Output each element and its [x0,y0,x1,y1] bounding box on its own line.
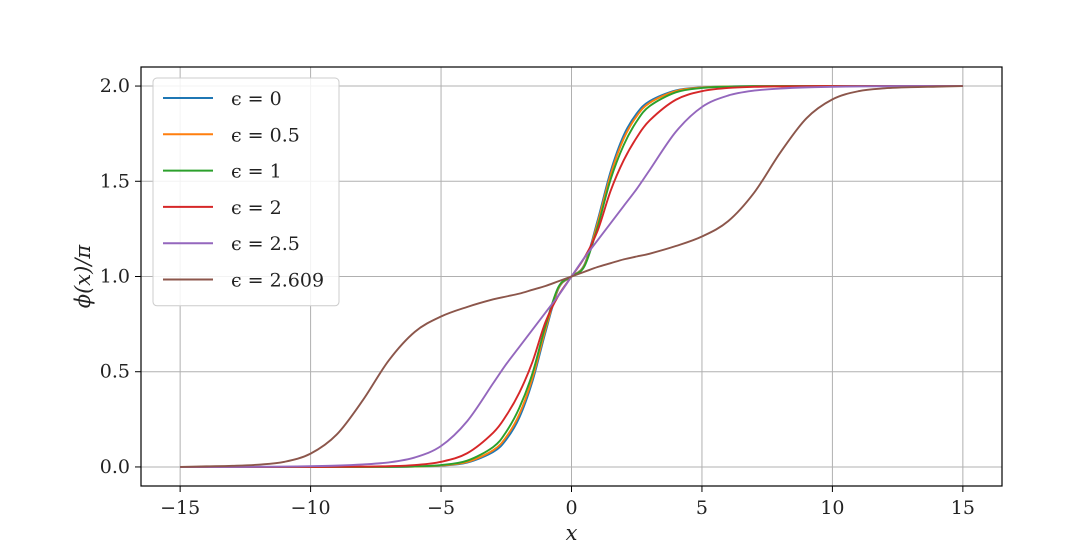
axis-ticks: −15 −10 −5 0 5 10 15 0.0 0.5 1.0 1.5 2.0 [100,75,975,519]
y-tick-label: 0.5 [100,361,130,383]
legend-label: ϵ = 2.609 [231,270,324,292]
series-line-5 [180,85,963,468]
y-tick-label: 2.0 [100,75,130,97]
y-tick-label: 1.5 [100,170,130,192]
y-tick-label: 1.0 [100,266,130,288]
x-tick-label: 10 [820,497,844,519]
legend-label: ϵ = 2 [231,197,282,219]
y-axis-label: ϕ(x)/π [71,244,95,309]
x-tick-label: −15 [160,497,200,519]
x-tick-label: 5 [696,497,708,519]
x-tick-label: 15 [951,497,975,519]
legend-label: ϵ = 1 [231,161,282,183]
x-tick-label: −10 [291,497,331,519]
legend: ϵ = 0 ϵ = 0.5 ϵ = 1 ϵ = 2 ϵ = 2.5 ϵ = 2.609 [152,77,340,307]
x-tick-label: 0 [565,497,577,519]
legend-label: ϵ = 0.5 [231,124,300,146]
x-axis-label: x [566,521,578,545]
legend-label: ϵ = 0 [231,88,282,110]
legend-label: ϵ = 2.5 [231,233,300,255]
y-tick-label: 0.0 [100,456,130,478]
x-tick-label: −5 [427,497,455,519]
series-lines [180,85,963,468]
